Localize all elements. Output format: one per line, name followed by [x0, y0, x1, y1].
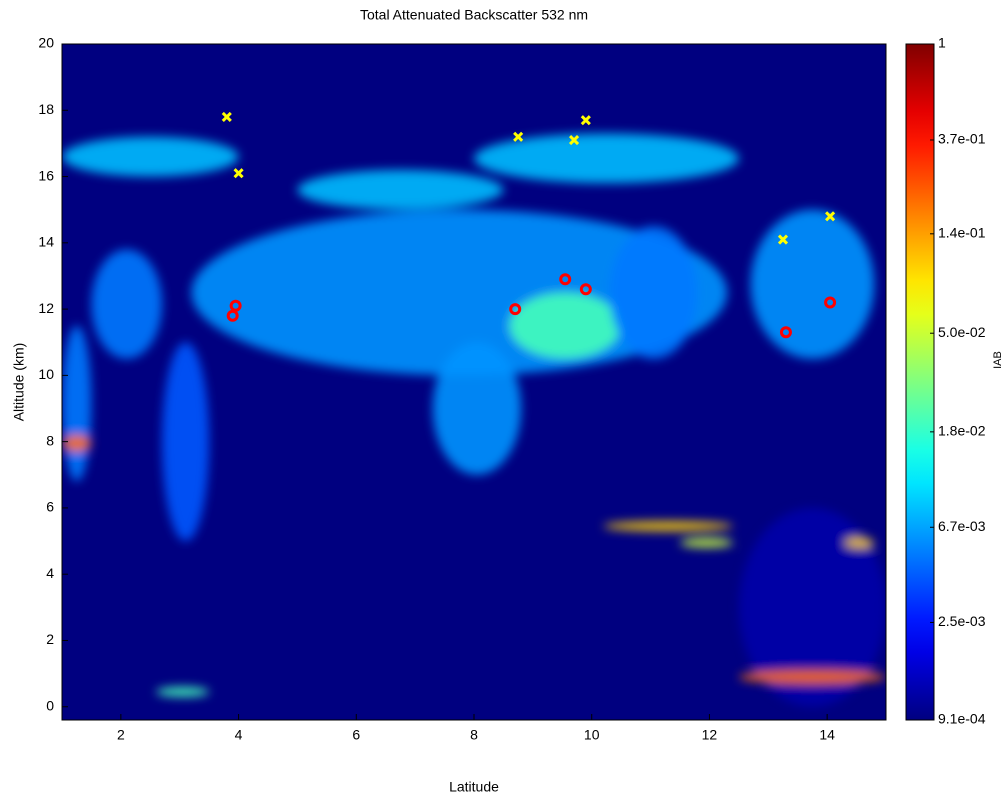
y-tick-label: 12	[38, 300, 54, 316]
cloud-region	[750, 209, 875, 359]
x-marker	[825, 211, 836, 222]
colorbar	[905, 43, 935, 721]
cloud-region	[62, 325, 92, 482]
x-tick-label: 8	[470, 727, 478, 743]
x-tick-label: 6	[352, 727, 360, 743]
x-tick-label: 12	[702, 727, 718, 743]
x-marker	[233, 168, 244, 179]
cloud-region	[62, 136, 239, 177]
x-marker	[221, 111, 232, 122]
circle-marker	[509, 303, 522, 316]
colorbar-tick-label: 1.4e-01	[938, 225, 986, 241]
curtain	[62, 133, 886, 707]
cloud-region	[474, 133, 739, 184]
colorbar-tick-label: 5.0e-02	[938, 324, 986, 340]
cloud-region	[738, 670, 886, 684]
cloud-region	[738, 507, 886, 707]
colorbar-tick-label: 1	[938, 35, 946, 51]
cloud-region	[91, 249, 163, 359]
y-tick-label: 8	[46, 432, 54, 448]
cloud-region	[162, 342, 210, 542]
x-marker	[568, 135, 580, 146]
colorbar-tick-label: 3.7e-01	[938, 131, 986, 147]
colorbar-tick-label: 9.1e-04	[938, 711, 986, 727]
cloud-region	[432, 342, 522, 475]
cloud-region	[62, 435, 92, 452]
colorbar-tick-label: 6.7e-03	[938, 518, 986, 534]
y-tick-label: 2	[46, 631, 54, 647]
x-tick-label: 4	[235, 727, 243, 743]
colorbar-tick-label: 2.5e-03	[938, 613, 986, 629]
circle-marker	[559, 273, 572, 286]
cloud-region	[509, 292, 622, 359]
cloud-region	[844, 537, 875, 548]
x-tick-label: 2	[117, 727, 125, 743]
circle-marker	[579, 283, 592, 296]
cloud-region	[297, 169, 504, 210]
circle-marker	[824, 296, 837, 309]
x-tick-label: 14	[819, 727, 835, 743]
markers	[221, 111, 837, 339]
y-tick-label: 14	[38, 234, 54, 250]
circle-marker	[226, 309, 239, 322]
x-axis-label: Latitude	[449, 779, 499, 795]
y-axis-label: Altitude (km)	[11, 343, 27, 422]
y-tick-label: 4	[46, 565, 54, 581]
y-tick-label: 6	[46, 499, 54, 515]
y-tick-label: 10	[38, 366, 54, 382]
cloud-region	[603, 521, 733, 532]
circle-marker	[229, 299, 242, 312]
colorbar-label: IAB	[992, 351, 1004, 369]
x-marker	[513, 131, 524, 142]
y-tick-label: 20	[38, 35, 54, 51]
y-tick-label: 16	[38, 167, 54, 183]
cloud-region	[156, 686, 210, 697]
chart-title: Total Attenuated Backscatter 532 nm	[360, 7, 588, 23]
x-tick-label: 10	[584, 727, 600, 743]
cloud-region	[680, 537, 733, 548]
y-tick-label: 18	[38, 101, 54, 117]
x-marker	[777, 234, 789, 245]
x-marker	[580, 115, 591, 126]
cloud-region	[609, 226, 698, 359]
y-tick-label: 0	[46, 697, 54, 713]
colorbar-tick-label: 1.8e-02	[938, 423, 986, 439]
circle-marker	[779, 326, 792, 339]
